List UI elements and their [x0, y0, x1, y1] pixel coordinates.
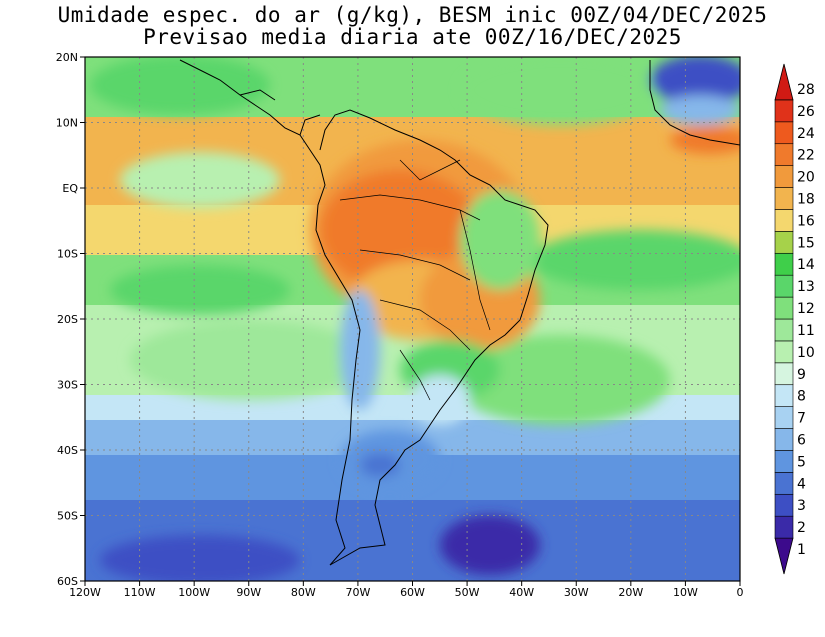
lon-tick-label: 10W: [673, 586, 698, 599]
legend-swatch: [774, 231, 794, 254]
map-title-line2: Previsao media diaria ate 00Z/16/DEC/202…: [143, 25, 682, 49]
lon-tick-label: 90W: [236, 586, 261, 599]
legend-swatch: [774, 406, 794, 429]
lon-tick-label: 60W: [400, 586, 425, 599]
legend-label: 24: [797, 126, 815, 142]
lat-tick-label: EQ: [62, 182, 78, 195]
latitude-axis: 20N 10N EQ 10S 20S 30S 40S 50S 60S: [56, 51, 85, 588]
lat-tick-label: 10S: [57, 248, 78, 261]
legend-label: 26: [797, 104, 815, 120]
legend-swatch: [774, 63, 794, 101]
legend-swatch: [774, 252, 794, 276]
lat-tick-label: 10N: [56, 117, 78, 130]
legend-label: 7: [797, 411, 806, 427]
lat-tick-label: 40S: [57, 444, 78, 457]
legend-swatch: [774, 296, 794, 320]
legend-label: 5: [797, 454, 806, 470]
legend-swatch: [774, 384, 794, 407]
lon-tick-label: 50W: [455, 586, 480, 599]
legend-swatch: [774, 187, 794, 210]
lat-tick-label: 20S: [57, 313, 78, 326]
lon-tick-label: 110W: [124, 586, 156, 599]
legend-label: 12: [797, 301, 815, 317]
lat-tick-label: 50S: [57, 510, 78, 523]
legend-swatch: [774, 515, 794, 539]
legend-label: 2: [797, 520, 806, 536]
legend-swatch: [774, 165, 794, 188]
legend-label: 15: [797, 235, 815, 251]
legend-label: 6: [797, 433, 806, 449]
legend-label: 13: [797, 279, 815, 295]
legend-label: 10: [797, 345, 815, 361]
legend-swatch: [774, 340, 794, 364]
lat-tick-label: 30S: [57, 379, 78, 392]
lon-tick-label: 70W: [345, 586, 370, 599]
legend-swatch: [774, 209, 794, 232]
legend-label: 9: [797, 367, 806, 383]
legend-swatch: [774, 143, 794, 166]
legend-swatch: [774, 121, 794, 145]
lon-tick-label: 20W: [618, 586, 643, 599]
legend-swatch: [774, 274, 794, 298]
lon-tick-label: 40W: [509, 586, 534, 599]
legend-swatch: [774, 428, 794, 451]
legend-label: 14: [797, 257, 815, 273]
legend-label: 8: [797, 389, 806, 405]
humidity-field: [85, 57, 740, 581]
lon-tick-label: 100W: [178, 586, 210, 599]
map-grid: [85, 57, 740, 581]
lon-tick-label: 80W: [291, 586, 316, 599]
lon-tick-label: 30W: [564, 586, 589, 599]
legend-swatch: [774, 537, 794, 575]
legend-label: 20: [797, 170, 815, 186]
legend-swatch: [774, 99, 794, 123]
legend-label: 18: [797, 192, 815, 208]
lat-tick-label: 20N: [56, 51, 78, 64]
longitude-axis: 120W 110W 100W 90W 80W 70W 60W 50W 40W 30W 20W 10W 0: [69, 581, 744, 599]
legend-label: 4: [797, 476, 806, 492]
legend-swatch: [774, 318, 794, 342]
legend-label: 16: [797, 213, 815, 229]
lon-tick-label: 120W: [69, 586, 101, 599]
coastlines: [179, 59, 740, 566]
legend-swatch: [774, 493, 794, 517]
legend-label: 28: [797, 82, 815, 98]
legend-label: 22: [797, 148, 815, 164]
legend-swatch: [774, 450, 794, 473]
legend-swatch: [774, 362, 794, 386]
country-borders: [339, 159, 491, 401]
legend-label: 3: [797, 498, 806, 514]
legend-label: 1: [797, 542, 806, 558]
legend-label: 11: [797, 323, 815, 339]
lon-tick-label: 0: [737, 586, 744, 599]
lat-tick-label: 60S: [57, 575, 78, 588]
map-title-line1: Umidade espec. do ar (g/kg), BESM inic 0…: [57, 3, 768, 27]
legend-swatch: [774, 472, 794, 495]
